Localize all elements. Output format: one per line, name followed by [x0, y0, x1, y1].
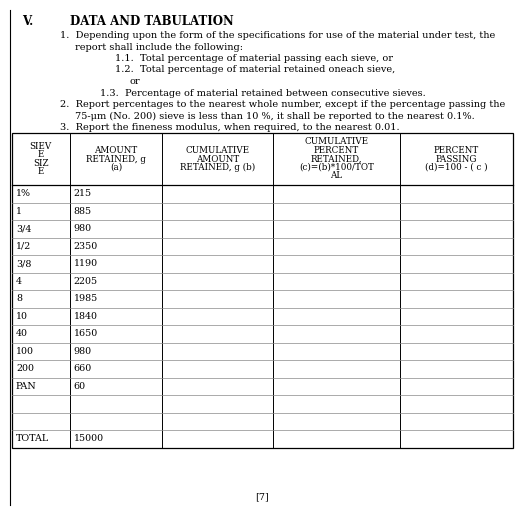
- Text: DATA AND TABULATION: DATA AND TABULATION: [70, 15, 234, 28]
- Text: AMOUNT: AMOUNT: [94, 146, 138, 155]
- Text: 1/2: 1/2: [16, 242, 32, 251]
- Text: RETAINED,: RETAINED,: [311, 154, 362, 163]
- Text: AMOUNT: AMOUNT: [196, 154, 239, 163]
- Text: 1190: 1190: [74, 259, 98, 268]
- Text: 1985: 1985: [74, 294, 98, 303]
- Text: 885: 885: [74, 207, 92, 216]
- Text: PERCENT: PERCENT: [434, 146, 479, 155]
- Text: 980: 980: [74, 347, 92, 356]
- Text: 2205: 2205: [74, 277, 98, 286]
- Text: RETAINED, g (b): RETAINED, g (b): [180, 163, 255, 172]
- Text: 75-μm (No. 200) sieve is less than 10 %, it shall be reported to the nearest 0.1: 75-μm (No. 200) sieve is less than 10 %,…: [75, 112, 475, 121]
- Text: 1650: 1650: [74, 329, 98, 338]
- Text: 1.  Depending upon the form of the specifications for use of the material under : 1. Depending upon the form of the specif…: [60, 31, 495, 40]
- Text: CUMULATIVE: CUMULATIVE: [304, 138, 369, 146]
- Text: 4: 4: [16, 277, 22, 286]
- Text: 660: 660: [74, 364, 92, 373]
- Text: 3.  Report the fineness modulus, when required, to the nearest 0.01.: 3. Report the fineness modulus, when req…: [60, 123, 400, 132]
- Text: 215: 215: [74, 189, 92, 198]
- Text: SIEV: SIEV: [30, 142, 52, 151]
- Text: or: or: [130, 77, 141, 86]
- Text: [7]: [7]: [255, 492, 269, 501]
- Text: V.: V.: [22, 15, 33, 28]
- Text: 40: 40: [16, 329, 28, 338]
- Text: (c)=(b)*100/TOT: (c)=(b)*100/TOT: [299, 163, 374, 172]
- Text: E: E: [38, 150, 44, 159]
- Text: SIZ: SIZ: [33, 159, 48, 168]
- Bar: [12, 133, 513, 448]
- Text: (a): (a): [110, 163, 122, 172]
- Text: TOTAL: TOTAL: [16, 434, 49, 443]
- Text: (d)=100 - ( c ): (d)=100 - ( c ): [425, 163, 488, 172]
- Text: 60: 60: [74, 382, 86, 391]
- Text: 10: 10: [16, 312, 28, 321]
- Text: 8: 8: [16, 294, 22, 303]
- Text: 3/8: 3/8: [16, 259, 32, 268]
- Text: 1.2.  Total percentage of material retained oneach sieve,: 1.2. Total percentage of material retain…: [115, 65, 395, 75]
- Text: CUMULATIVE: CUMULATIVE: [185, 146, 249, 155]
- Text: 200: 200: [16, 364, 34, 373]
- Text: E: E: [38, 167, 44, 176]
- Text: PERCENT: PERCENT: [314, 146, 359, 155]
- Text: PAN: PAN: [16, 382, 37, 391]
- Text: AL: AL: [330, 171, 342, 180]
- Text: RETAINED, g: RETAINED, g: [86, 154, 146, 163]
- Text: 3/4: 3/4: [16, 224, 32, 233]
- Text: 15000: 15000: [74, 434, 104, 443]
- Text: 2.  Report percentages to the nearest whole number, except if the percentage pas: 2. Report percentages to the nearest who…: [60, 100, 505, 109]
- Text: 1.1.  Total percentage of material passing each sieve, or: 1.1. Total percentage of material passin…: [115, 54, 393, 63]
- Text: 1%: 1%: [16, 189, 31, 198]
- Text: 1: 1: [16, 207, 22, 216]
- Text: 2350: 2350: [74, 242, 98, 251]
- Text: 1.3.  Percentage of material retained between consecutive sieves.: 1.3. Percentage of material retained bet…: [100, 89, 426, 97]
- Text: PASSING: PASSING: [436, 154, 477, 163]
- Text: 1840: 1840: [74, 312, 98, 321]
- Text: 100: 100: [16, 347, 34, 356]
- Text: 980: 980: [74, 224, 92, 233]
- Text: report shall include the following:: report shall include the following:: [75, 43, 243, 52]
